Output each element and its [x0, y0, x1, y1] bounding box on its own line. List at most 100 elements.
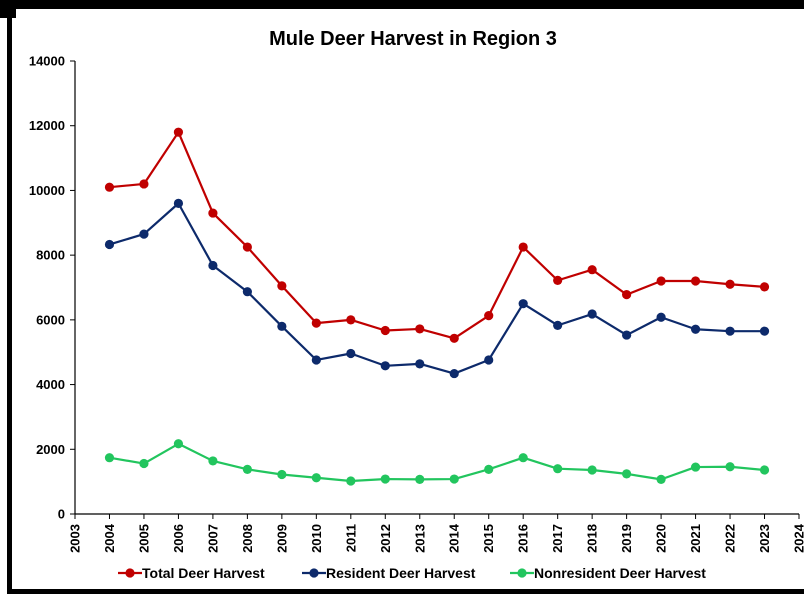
x-tick-label: 2011 [343, 524, 358, 552]
data-point [518, 299, 528, 309]
x-tick-label: 2008 [240, 524, 255, 553]
data-point [277, 281, 287, 291]
data-point [725, 326, 735, 336]
chart-title: Mule Deer Harvest in Region 3 [269, 28, 557, 50]
data-point [139, 229, 149, 239]
x-tick-label: 2023 [757, 524, 772, 553]
legend-swatch-marker [125, 568, 135, 578]
data-point [104, 239, 115, 250]
legend-label: Nonresident Deer Harvest [534, 565, 706, 581]
y-tick-label: 10000 [29, 183, 65, 198]
data-point [725, 462, 735, 472]
data-point [277, 469, 287, 480]
data-point [449, 474, 459, 484]
data-point [656, 474, 666, 484]
data-point [656, 276, 666, 286]
data-point [759, 282, 770, 292]
data-point [553, 320, 563, 330]
x-tick-label: 2015 [481, 524, 496, 553]
legend-swatch-marker [309, 568, 319, 578]
data-point [690, 276, 701, 286]
x-tick-label: 2014 [447, 523, 462, 553]
data-point [449, 333, 459, 343]
data-point [449, 368, 459, 379]
x-tick-label: 2013 [412, 524, 427, 553]
frame-left [7, 0, 12, 594]
series-layer [104, 127, 770, 486]
x-tick-label: 2019 [619, 524, 634, 553]
data-point [553, 464, 563, 474]
x-tick-label: 2006 [171, 524, 186, 553]
frame-top [0, 0, 804, 9]
x-tick-label: 2004 [102, 523, 117, 553]
data-point [622, 330, 632, 340]
x-tick-label: 2007 [205, 524, 220, 553]
series-line [109, 202, 765, 375]
x-tick-label: 2010 [309, 524, 324, 553]
data-point [484, 311, 494, 321]
data-point [380, 474, 390, 484]
data-point [242, 464, 252, 474]
data-point [518, 453, 528, 463]
data-point [173, 439, 184, 449]
data-point [484, 464, 494, 474]
y-tick-label: 4000 [36, 377, 65, 392]
data-point [587, 309, 597, 319]
y-tick-label: 0 [58, 507, 65, 522]
x-tick-label: 2020 [654, 524, 669, 553]
x-tick-label: 2022 [723, 524, 738, 553]
frame-corner [0, 0, 16, 18]
data-point [311, 473, 321, 483]
data-point [484, 355, 494, 365]
data-point [759, 465, 770, 475]
legend-item: Total Deer Harvest [118, 565, 265, 581]
data-point [173, 127, 184, 137]
data-point [759, 326, 770, 336]
x-tick-label: 2005 [136, 524, 151, 553]
x-tick-label: 2003 [68, 524, 83, 553]
y-tick-label: 2000 [36, 442, 65, 457]
legend-label: Total Deer Harvest [142, 565, 265, 581]
legend: Total Deer Harvest Resident Deer Harvest N… [118, 565, 706, 581]
data-point [587, 265, 597, 275]
data-point [277, 321, 287, 331]
x-tick-label: 2021 [688, 524, 703, 553]
data-point [380, 325, 390, 336]
data-point [208, 208, 218, 218]
x-tick-label: 2024 [792, 523, 804, 553]
data-point [242, 287, 252, 297]
data-point [415, 359, 425, 369]
y-tick-label: 8000 [36, 248, 65, 263]
data-point [173, 198, 184, 208]
data-point [311, 318, 321, 328]
data-point [415, 474, 425, 484]
data-point [208, 456, 218, 466]
legend-swatch-marker [517, 568, 527, 578]
data-point [104, 453, 115, 463]
data-point [553, 275, 563, 285]
data-point [346, 315, 356, 325]
data-point [690, 324, 701, 334]
y-tick-label: 6000 [36, 312, 65, 327]
series-total-deer-harvest [104, 127, 770, 343]
data-point [346, 476, 356, 486]
series-line [109, 442, 765, 483]
y-tick-label: 14000 [29, 54, 65, 69]
legend-item: Resident Deer Harvest [302, 565, 476, 581]
series-nonresident-deer-harvest [104, 439, 770, 486]
x-tick-label: 2018 [585, 524, 600, 553]
data-point [208, 260, 218, 271]
data-point [690, 462, 701, 472]
data-point [346, 348, 356, 359]
x-tick-label: 2009 [274, 524, 289, 553]
axes: 0 2000 4000 6000 8000 10000 12000 14000 2003 2004… [29, 54, 804, 553]
data-point [518, 242, 528, 252]
data-point [725, 279, 735, 289]
data-point [656, 312, 666, 322]
data-point [104, 182, 115, 192]
legend-label: Resident Deer Harvest [326, 565, 476, 581]
frame-bottom [7, 589, 804, 594]
data-point [622, 469, 632, 479]
